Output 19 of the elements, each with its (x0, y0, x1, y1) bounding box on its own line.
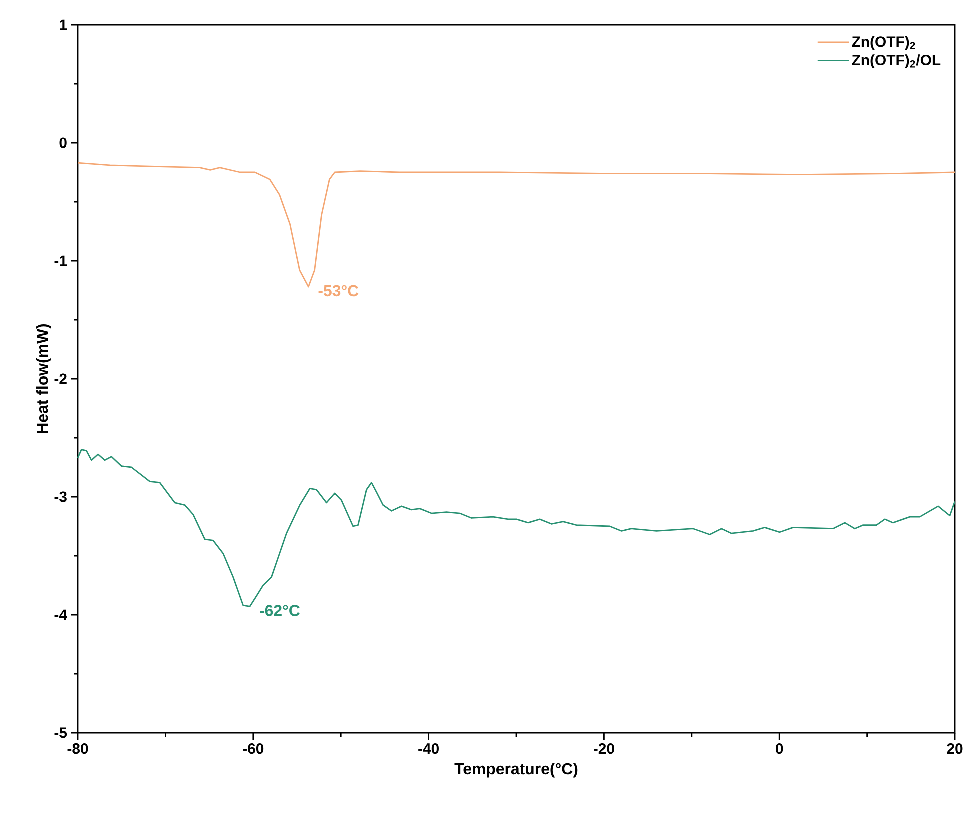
annotation: -62°C (260, 605, 300, 616)
x-axis-title: Temperature(°C) (454, 762, 578, 778)
y-tick-label: 1 (60, 20, 68, 30)
y-tick-label: -3 (54, 492, 67, 502)
x-tick-label: 20 (947, 744, 963, 754)
y-tick-label: -1 (54, 256, 68, 266)
y-tick-label: 0 (60, 138, 67, 148)
legend-label: Zn(OTF)$_{2}$/OL (852, 54, 941, 68)
y-axis-title: Heat flow(mW) (36, 324, 52, 434)
x-tick-label: -60 (243, 744, 264, 754)
annotation: -53°C (318, 285, 359, 297)
x-tick-label: -40 (418, 744, 439, 754)
y-tick-label: -4 (54, 610, 68, 620)
y-tick-label: -2 (54, 374, 67, 384)
y-tick-label: -5 (54, 728, 68, 738)
x-tick-label: 0 (776, 744, 784, 754)
x-tick-label: -20 (594, 744, 614, 754)
x-tick-label: -80 (68, 744, 88, 754)
legend-label: Zn(OTF)$_{2}$ (852, 36, 916, 50)
